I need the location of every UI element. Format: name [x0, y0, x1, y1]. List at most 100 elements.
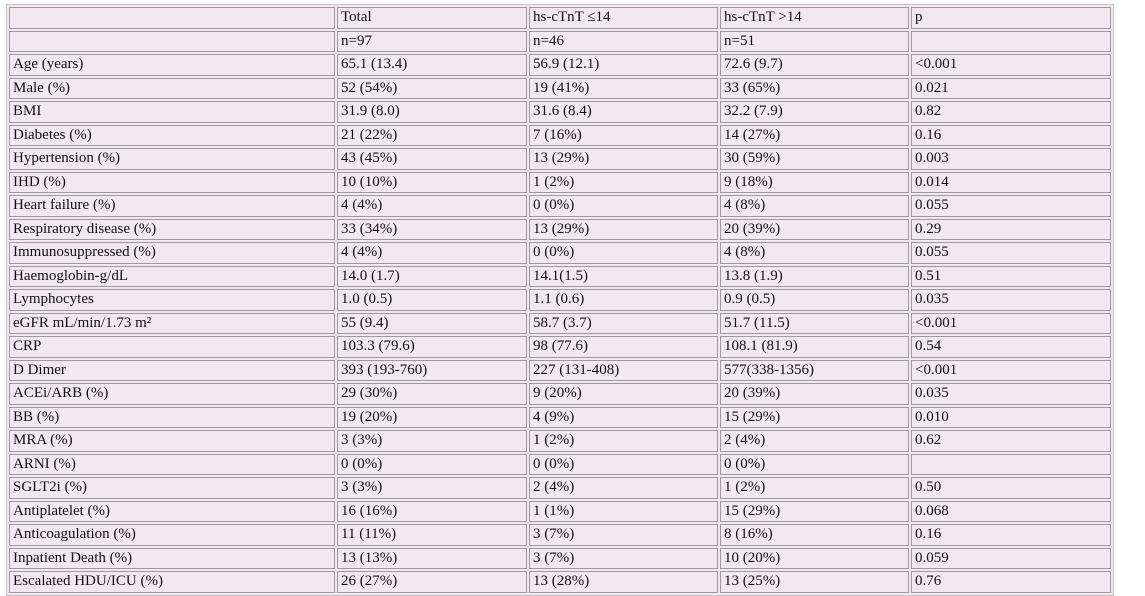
table-cell: Hypertension (%) — [9, 148, 335, 170]
table-row: Respiratory disease (%) 33 (34%) 13 (29%) 2… — [9, 218, 1111, 240]
table-cell: 9 (20%) — [529, 383, 718, 405]
table-cell: SGLT2i (%) — [9, 477, 335, 499]
table-row: Heart failure (%) 4 (4%) 0 (0%) 4 (8%) 0.05… — [9, 195, 1111, 217]
table-cell: 3 (3%) — [337, 477, 527, 499]
table-cell: 13.8 (1.9) — [720, 265, 909, 287]
table-cell: 0.003 — [911, 148, 1111, 170]
table-cell: MRA (%) — [9, 430, 335, 452]
table-cell: 393 (193-760) — [337, 359, 527, 381]
table-row: Haemoglobin-g/dL 14.0 (1.7) 14.1(1.5) 13.8 … — [9, 265, 1111, 287]
table-cell: 14.1(1.5) — [529, 265, 718, 287]
table-cell: 4 (8%) — [720, 195, 909, 217]
table-cell: 0.021 — [911, 77, 1111, 99]
table-cell: 0.014 — [911, 171, 1111, 193]
table-row: CRP 103.3 (79.6) 98 (77.6) 108.1 (81.9) 0.5… — [9, 336, 1111, 358]
table-cell: 58.7 (3.7) — [529, 312, 718, 334]
table-cell: 55 (9.4) — [337, 312, 527, 334]
table-cell: Anticoagulation (%) — [9, 524, 335, 546]
table-cell: 11 (11%) — [337, 524, 527, 546]
table-cell: 3 (7%) — [529, 547, 718, 569]
table-cell: 1 (2%) — [720, 477, 909, 499]
table-cell: 0 (0%) — [529, 242, 718, 264]
table-cell: 43 (45%) — [337, 148, 527, 170]
table-cell: 0.54 — [911, 336, 1111, 358]
table-cell: 1 (2%) — [529, 430, 718, 452]
table-cell: Haemoglobin-g/dL — [9, 265, 335, 287]
table-cell: 4 (4%) — [337, 242, 527, 264]
table-cell: 0.29 — [911, 218, 1111, 240]
table-cell: 26 (27%) — [337, 571, 527, 593]
table-cell: Respiratory disease (%) — [9, 218, 335, 240]
table-cell: 51.7 (11.5) — [720, 312, 909, 334]
table-row: Hypertension (%) 43 (45%) 13 (29%) 30 (59%)… — [9, 148, 1111, 170]
table-cell: 13 (25%) — [720, 571, 909, 593]
table-cell: ACEi/ARB (%) — [9, 383, 335, 405]
table-cell: 33 (65%) — [720, 77, 909, 99]
table-cell: 0.035 — [911, 383, 1111, 405]
table-row: ARNI (%) 0 (0%) 0 (0%) 0 (0%) — [9, 453, 1111, 475]
table-cell: 8 (16%) — [720, 524, 909, 546]
table-cell: n=51 — [720, 30, 909, 52]
table-cell: 15 (29%) — [720, 500, 909, 522]
table-cell: 19 (41%) — [529, 77, 718, 99]
table-row: Escalated HDU/ICU (%) 26 (27%) 13 (28%) 13 … — [9, 571, 1111, 593]
table-cell: hs-cTnT ≤14 — [529, 7, 718, 29]
table-cell: 0 (0%) — [720, 453, 909, 475]
table-row: MRA (%) 3 (3%) 1 (2%) 2 (4%) 0.62 — [9, 430, 1111, 452]
table-cell: ARNI (%) — [9, 453, 335, 475]
table-cell: 0.055 — [911, 195, 1111, 217]
table-cell — [911, 453, 1111, 475]
table-cell: 0 (0%) — [529, 453, 718, 475]
table-cell: 4 (4%) — [337, 195, 527, 217]
table-row: Diabetes (%) 21 (22%) 7 (16%) 14 (27%) 0.16 — [9, 124, 1111, 146]
table-cell: Escalated HDU/ICU (%) — [9, 571, 335, 593]
table-row: eGFR mL/min/1.73 m² 55 (9.4) 58.7 (3.7) 51.… — [9, 312, 1111, 334]
table-cell: 31.6 (8.4) — [529, 101, 718, 123]
table-row: Antiplatelet (%) 16 (16%) 1 (1%) 15 (29%) 0… — [9, 500, 1111, 522]
table-cell: 1.0 (0.5) — [337, 289, 527, 311]
table-cell: 0.51 — [911, 265, 1111, 287]
table-cell: 52 (54%) — [337, 77, 527, 99]
table-cell: 15 (29%) — [720, 406, 909, 428]
table-row: ACEi/ARB (%) 29 (30%) 9 (20%) 20 (39%) 0.03… — [9, 383, 1111, 405]
table-cell: Inpatient Death (%) — [9, 547, 335, 569]
table-cell: 10 (20%) — [720, 547, 909, 569]
table-cell: 1 (2%) — [529, 171, 718, 193]
table-cell: 0.50 — [911, 477, 1111, 499]
table-cell: Lymphocytes — [9, 289, 335, 311]
table-cell: 10 (10%) — [337, 171, 527, 193]
table-cell: 3 (3%) — [337, 430, 527, 452]
table-cell — [9, 30, 335, 52]
table-cell: Total — [337, 7, 527, 29]
table-cell: 20 (39%) — [720, 218, 909, 240]
table-cell: 1.1 (0.6) — [529, 289, 718, 311]
table-cell: n=46 — [529, 30, 718, 52]
table-cell: <0.001 — [911, 54, 1111, 76]
table-cell: n=97 — [337, 30, 527, 52]
table-cell: BMI — [9, 101, 335, 123]
table-cell: 13 (29%) — [529, 218, 718, 240]
table-cell: 0.82 — [911, 101, 1111, 123]
table-cell: CRP — [9, 336, 335, 358]
table-cell: 0.010 — [911, 406, 1111, 428]
table-cell: <0.001 — [911, 312, 1111, 334]
table-cell: 108.1 (81.9) — [720, 336, 909, 358]
header-row: n=97 n=46 n=51 — [9, 30, 1111, 52]
table-cell: 0.059 — [911, 547, 1111, 569]
table-row: IHD (%) 10 (10%) 1 (2%) 9 (18%) 0.014 — [9, 171, 1111, 193]
table-cell: 0 (0%) — [529, 195, 718, 217]
table-cell: 14.0 (1.7) — [337, 265, 527, 287]
table-cell: 13 (29%) — [529, 148, 718, 170]
table-cell: 13 (13%) — [337, 547, 527, 569]
table-cell: eGFR mL/min/1.73 m² — [9, 312, 335, 334]
table-row: Lymphocytes 1.0 (0.5) 1.1 (0.6) 0.9 (0.5) 0… — [9, 289, 1111, 311]
table-cell: IHD (%) — [9, 171, 335, 193]
header-row: Total hs-cTnT ≤14 hs-cTnT >14 p — [9, 7, 1111, 29]
table-row: Anticoagulation (%) 11 (11%) 3 (7%) 8 (16%)… — [9, 524, 1111, 546]
table-cell: 0.068 — [911, 500, 1111, 522]
table-cell — [9, 7, 335, 29]
table-cell: Antiplatelet (%) — [9, 500, 335, 522]
table-row: SGLT2i (%) 3 (3%) 2 (4%) 1 (2%) 0.50 — [9, 477, 1111, 499]
table-cell: Male (%) — [9, 77, 335, 99]
table-cell: 7 (16%) — [529, 124, 718, 146]
